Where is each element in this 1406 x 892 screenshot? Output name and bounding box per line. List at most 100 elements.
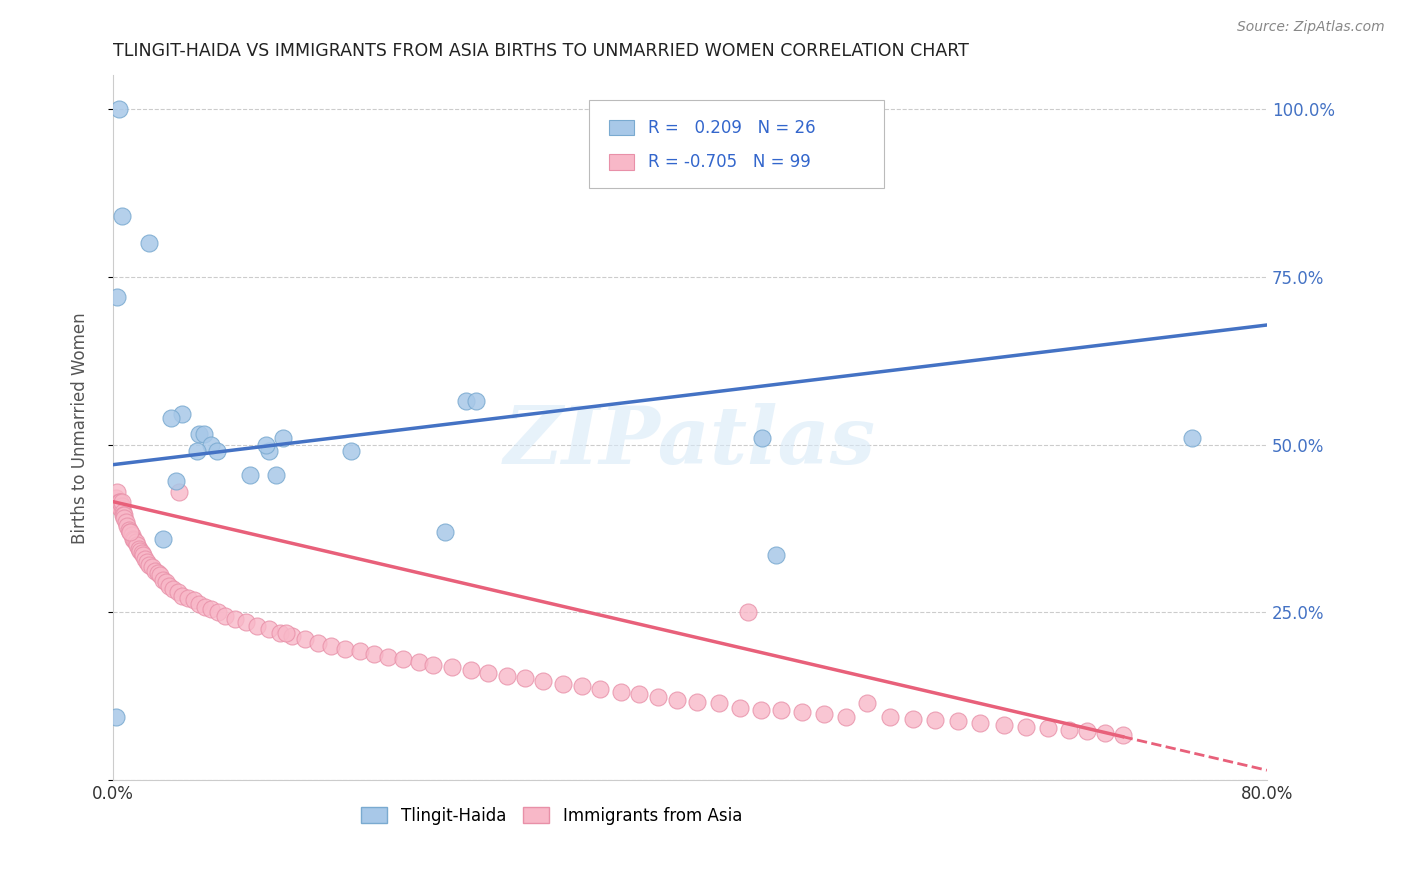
Point: [165, 475, 187, 489]
Point: [465, 393, 488, 408]
Point: [477, 665, 499, 680]
Point: [107, 500, 129, 514]
Point: [856, 696, 879, 710]
Point: [363, 647, 385, 661]
Point: [515, 671, 537, 685]
Point: [571, 679, 593, 693]
Point: [188, 427, 211, 442]
Point: [765, 549, 787, 563]
Point: [408, 655, 430, 669]
Point: [177, 591, 200, 605]
Point: [124, 533, 146, 547]
Point: [138, 236, 160, 251]
Point: [769, 703, 792, 717]
Legend: Tlingit-Haida, Immigrants from Asia: Tlingit-Haida, Immigrants from Asia: [361, 807, 742, 825]
Point: [269, 625, 291, 640]
Point: [162, 582, 184, 596]
Point: [132, 549, 155, 563]
Point: [121, 528, 143, 542]
Point: [146, 566, 169, 581]
Point: [110, 494, 132, 508]
Point: [551, 676, 574, 690]
Point: [152, 532, 174, 546]
Point: [128, 541, 150, 556]
Point: [117, 519, 139, 533]
Point: [254, 437, 277, 451]
Point: [903, 712, 925, 726]
Text: TLINGIT-HAIDA VS IMMIGRANTS FROM ASIA BIRTHS TO UNMARRIED WOMEN CORRELATION CHAR: TLINGIT-HAIDA VS IMMIGRANTS FROM ASIA BI…: [112, 42, 969, 60]
Point: [214, 608, 236, 623]
Point: [377, 649, 399, 664]
Point: [129, 543, 152, 558]
Point: [294, 632, 316, 647]
Point: [333, 641, 356, 656]
Text: Source: ZipAtlas.com: Source: ZipAtlas.com: [1237, 20, 1385, 34]
Point: [433, 524, 456, 539]
Point: [969, 716, 991, 731]
Point: [200, 602, 222, 616]
Point: [120, 524, 142, 539]
Point: [183, 593, 205, 607]
Point: [1036, 721, 1059, 735]
Point: [112, 511, 135, 525]
Text: ZIPatlas: ZIPatlas: [503, 403, 876, 481]
Point: [609, 684, 631, 698]
Point: [319, 639, 342, 653]
FancyBboxPatch shape: [589, 100, 884, 188]
Point: [730, 700, 752, 714]
Point: [589, 681, 612, 696]
Point: [155, 575, 177, 590]
Point: [340, 444, 363, 458]
Point: [307, 635, 329, 649]
Point: [813, 707, 835, 722]
Point: [108, 501, 131, 516]
Point: [138, 558, 160, 573]
Text: R = -0.705   N = 99: R = -0.705 N = 99: [648, 153, 811, 170]
Point: [134, 551, 156, 566]
Point: [143, 564, 166, 578]
Point: [120, 524, 142, 539]
Point: [707, 696, 730, 710]
Point: [1094, 726, 1116, 740]
Point: [1111, 728, 1133, 742]
Point: [924, 713, 946, 727]
Point: [686, 695, 709, 709]
Y-axis label: Births to Unmarried Women: Births to Unmarried Women: [72, 312, 89, 543]
Point: [167, 484, 190, 499]
Point: [235, 615, 257, 630]
Point: [834, 709, 856, 723]
Point: [224, 612, 246, 626]
Point: [127, 538, 149, 552]
Point: [186, 444, 208, 458]
Point: [152, 573, 174, 587]
Point: [879, 709, 901, 723]
Point: [993, 718, 1015, 732]
Point: [628, 687, 651, 701]
Point: [264, 467, 287, 482]
Point: [422, 657, 444, 672]
FancyBboxPatch shape: [609, 120, 634, 136]
Point: [104, 709, 127, 723]
Point: [122, 532, 145, 546]
Point: [737, 606, 759, 620]
Point: [280, 629, 302, 643]
Point: [125, 535, 148, 549]
Point: [188, 598, 211, 612]
Point: [257, 444, 280, 458]
Point: [104, 491, 127, 506]
Point: [1059, 723, 1081, 737]
Point: [118, 524, 141, 538]
Point: [111, 508, 134, 522]
Point: [193, 427, 215, 442]
Point: [107, 494, 129, 508]
Point: [105, 484, 128, 499]
Point: [257, 622, 280, 636]
Point: [246, 619, 269, 633]
Point: [665, 692, 688, 706]
Point: [1076, 724, 1098, 739]
Point: [194, 600, 217, 615]
Point: [200, 437, 222, 451]
Point: [647, 690, 669, 704]
Point: [391, 652, 413, 666]
Point: [159, 410, 181, 425]
